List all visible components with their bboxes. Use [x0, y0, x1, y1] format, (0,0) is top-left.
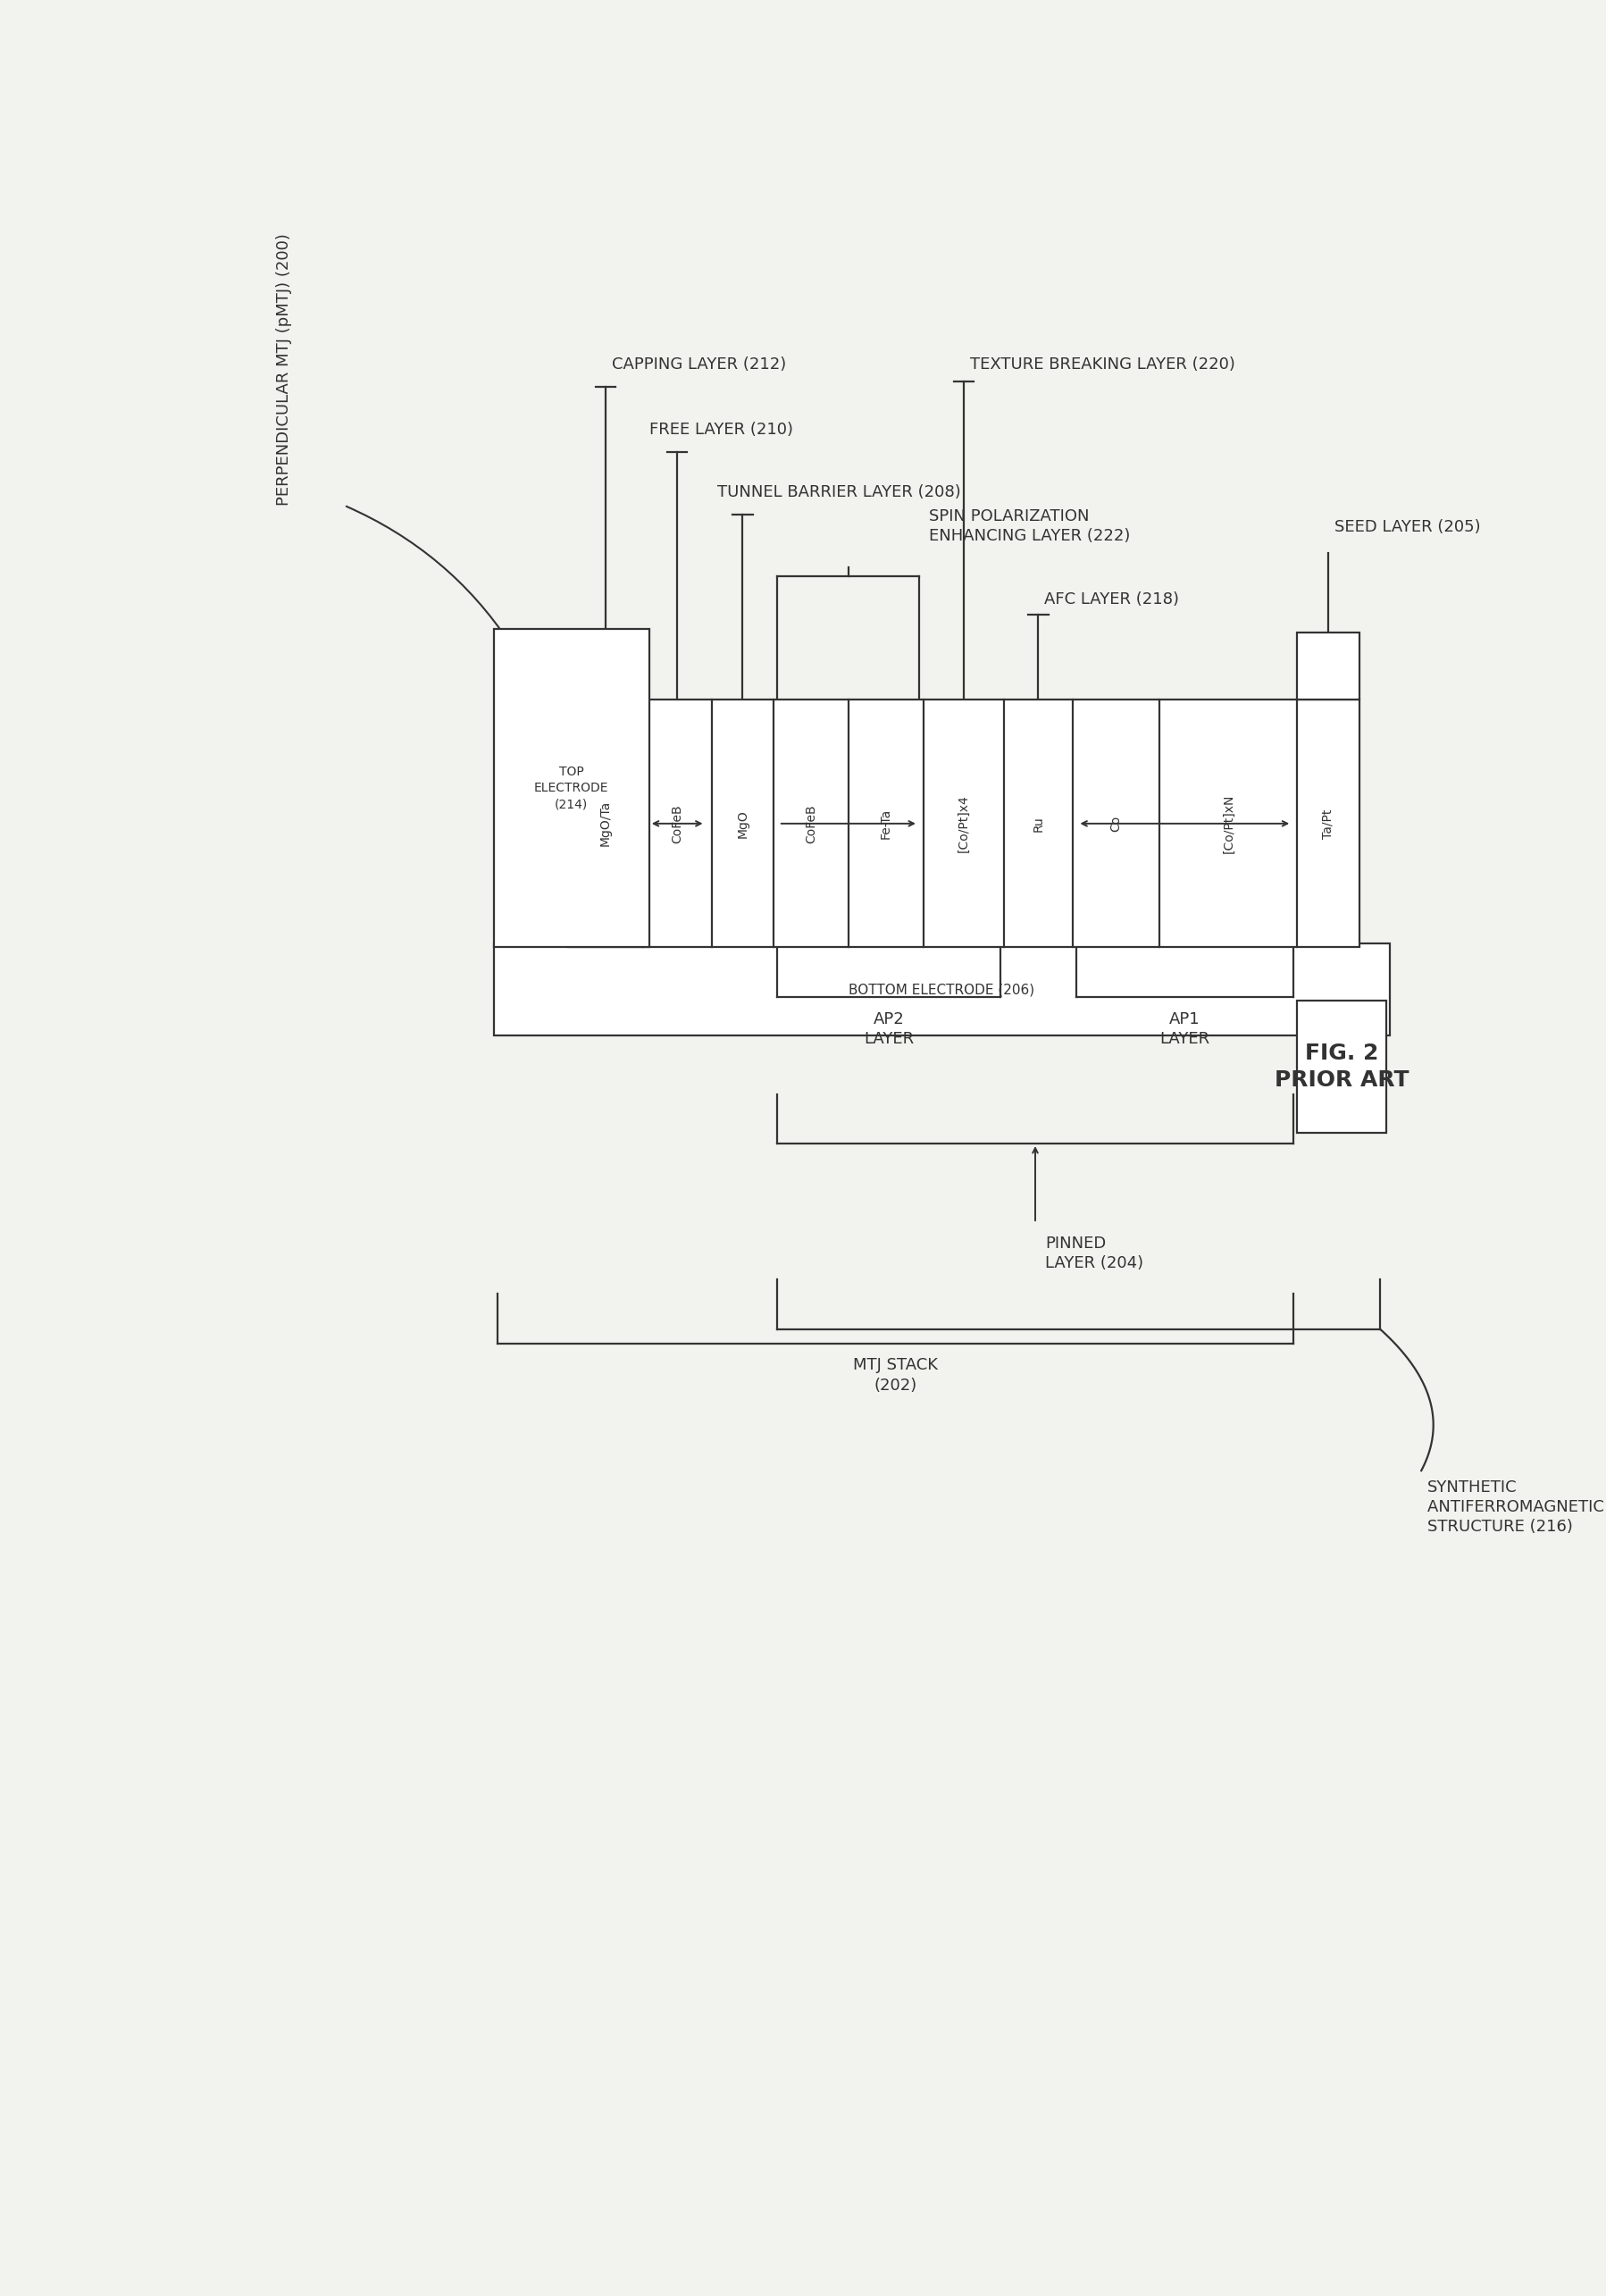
- Text: FIG. 2
PRIOR ART: FIG. 2 PRIOR ART: [1274, 1042, 1408, 1091]
- Text: SEED LAYER (205): SEED LAYER (205): [1333, 519, 1479, 535]
- Text: FREE LAYER (210): FREE LAYER (210): [649, 422, 792, 439]
- Text: CoFeB: CoFeB: [805, 804, 817, 843]
- Text: PINNED
LAYER (204): PINNED LAYER (204): [1044, 1235, 1143, 1272]
- Text: AP2
LAYER: AP2 LAYER: [864, 1010, 914, 1047]
- Text: [Co/Pt]x4: [Co/Pt]x4: [957, 794, 970, 852]
- Bar: [1296, 634, 1359, 700]
- Text: [Co/Pt]xN: [Co/Pt]xN: [1221, 794, 1233, 854]
- Text: TOP
ELECTRODE
(214): TOP ELECTRODE (214): [533, 765, 609, 810]
- Text: CoFeB: CoFeB: [671, 804, 683, 843]
- Text: AP1
LAYER: AP1 LAYER: [1160, 1010, 1209, 1047]
- Text: SYNTHETIC
ANTIFERROMAGNETIC (SAF)
STRUCTURE (216): SYNTHETIC ANTIFERROMAGNETIC (SAF) STRUCT…: [1426, 1479, 1606, 1536]
- Bar: [493, 629, 649, 948]
- Text: TEXTURE BREAKING LAYER (220): TEXTURE BREAKING LAYER (220): [970, 356, 1235, 372]
- Text: Ru: Ru: [1031, 815, 1044, 831]
- Text: MTJ STACK
(202): MTJ STACK (202): [853, 1357, 936, 1394]
- Text: BOTTOM ELECTRODE (206): BOTTOM ELECTRODE (206): [848, 983, 1034, 996]
- Text: SPIN POLARIZATION
ENHANCING LAYER (222): SPIN POLARIZATION ENHANCING LAYER (222): [928, 507, 1131, 544]
- Text: CAPPING LAYER (212): CAPPING LAYER (212): [612, 356, 785, 372]
- Text: TUNNEL BARRIER LAYER (208): TUNNEL BARRIER LAYER (208): [718, 484, 960, 501]
- Text: Co: Co: [1110, 815, 1123, 831]
- Text: Ta/Pt: Ta/Pt: [1320, 808, 1333, 838]
- Text: MgO/Ta: MgO/Ta: [599, 801, 612, 847]
- Text: PERPENDICULAR MTJ (pMTJ) (200): PERPENDICULAR MTJ (pMTJ) (200): [276, 232, 292, 505]
- Bar: [493, 944, 1389, 1035]
- Bar: [1296, 1001, 1386, 1132]
- Text: MgO: MgO: [736, 810, 748, 838]
- Bar: [569, 700, 1359, 948]
- Text: Fe-Ta: Fe-Ta: [878, 808, 891, 838]
- Text: AFC LAYER (218): AFC LAYER (218): [1044, 592, 1179, 608]
